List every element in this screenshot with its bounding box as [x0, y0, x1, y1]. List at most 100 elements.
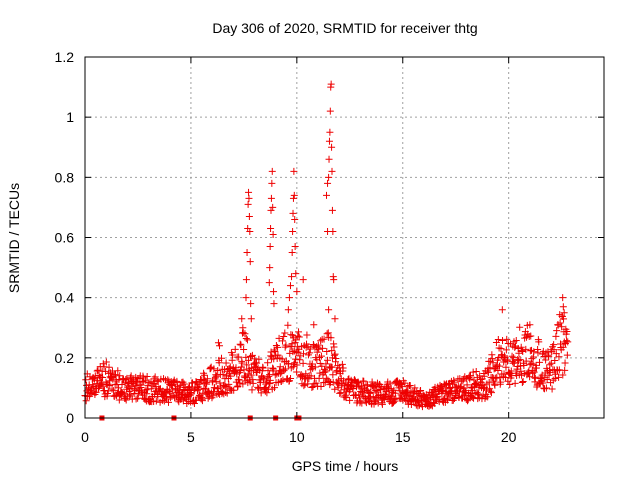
data-point: [403, 387, 411, 395]
data-point: [495, 362, 503, 370]
data-point: [214, 366, 222, 374]
data-point: [316, 369, 324, 377]
data-point: [450, 378, 458, 386]
data-point-spike: [241, 330, 249, 338]
data-point: [294, 332, 302, 340]
data-point: [522, 345, 530, 353]
data-point: [253, 359, 261, 367]
data-points: [81, 80, 572, 421]
data-point: [336, 389, 344, 397]
data-point: [237, 341, 245, 349]
data-point: [203, 380, 211, 388]
data-point-spike: [526, 321, 534, 329]
data-point: [558, 323, 566, 331]
data-point: [289, 348, 297, 356]
data-point: [338, 360, 346, 368]
data-point-spike: [266, 243, 274, 251]
data-point: [222, 359, 230, 367]
data-point-spike: [288, 273, 296, 281]
data-point: [417, 386, 425, 394]
data-point-spike: [330, 276, 338, 284]
data-point: [325, 377, 333, 385]
data-point: [486, 364, 494, 372]
data-point: [497, 378, 505, 386]
data-point-spike: [325, 137, 333, 145]
data-point: [138, 377, 146, 385]
data-point: [127, 391, 135, 399]
data-point: [555, 373, 563, 381]
data-point: [433, 392, 441, 400]
data-point-spike: [245, 212, 253, 220]
data-point-spike: [244, 200, 252, 208]
data-point: [369, 393, 377, 401]
data-point: [463, 381, 471, 389]
data-point: [317, 382, 325, 390]
data-point: [222, 388, 230, 396]
data-point: [487, 389, 495, 397]
data-point: [282, 365, 290, 373]
x-tick-label: 5: [187, 429, 195, 445]
data-point: [319, 344, 327, 352]
y-tick-label: 0.2: [55, 350, 75, 366]
data-point: [198, 397, 206, 405]
data-point: [264, 359, 272, 367]
data-point: [180, 380, 188, 388]
data-point: [269, 365, 277, 373]
data-point: [219, 370, 227, 378]
data-point: [517, 343, 525, 351]
data-point: [193, 387, 201, 395]
data-point: [115, 384, 123, 392]
data-point: [328, 363, 336, 371]
data-point: [337, 389, 345, 397]
data-point-spike: [245, 194, 253, 202]
data-point: [528, 355, 536, 363]
data-point: [87, 390, 95, 398]
data-point: [331, 350, 339, 358]
data-point: [330, 343, 338, 351]
data-point-spike: [291, 215, 299, 223]
data-point-spike: [247, 300, 255, 308]
data-point: [502, 346, 510, 354]
data-point-spike: [291, 243, 299, 251]
data-point: [266, 376, 274, 384]
data-point: [105, 363, 113, 371]
data-point: [502, 363, 510, 371]
data-point: [503, 335, 511, 343]
data-point: [248, 386, 256, 394]
data-point: [472, 367, 480, 375]
data-point: [147, 385, 155, 393]
data-point: [293, 368, 301, 376]
data-point-spike: [292, 270, 300, 278]
data-point: [552, 370, 560, 378]
data-point-spike: [498, 306, 506, 314]
data-point: [285, 360, 293, 368]
data-point: [488, 355, 496, 363]
data-point: [118, 380, 126, 388]
data-point-spike: [325, 155, 333, 163]
data-point-spike: [328, 206, 336, 214]
data-point-spike: [286, 282, 294, 290]
data-point: [99, 360, 107, 368]
data-point: [293, 361, 301, 369]
data-point: [249, 379, 257, 387]
data-point: [142, 386, 150, 394]
data-point: [542, 356, 550, 364]
data-point-spike: [247, 315, 255, 323]
data-point: [165, 398, 173, 406]
data-point: [354, 379, 362, 387]
data-point: [510, 354, 518, 362]
data-point: [545, 353, 553, 361]
axes: 0 0.2 0.4 0.6 0.8 1 1.2 0 5 10 15 20: [55, 49, 605, 445]
data-point: [286, 349, 294, 357]
data-point: [483, 386, 491, 394]
data-point: [520, 362, 528, 370]
data-point: [511, 379, 519, 387]
data-point: [303, 331, 311, 339]
data-point: [187, 390, 195, 398]
data-point: [134, 394, 142, 402]
data-point: [312, 379, 320, 387]
data-point: [284, 321, 292, 329]
data-point-spike: [324, 227, 332, 235]
data-point: [99, 382, 107, 390]
